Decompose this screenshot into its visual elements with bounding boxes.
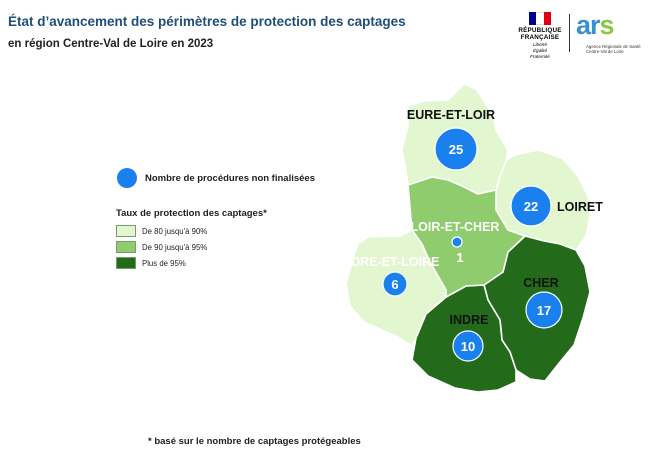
- label-cher: CHER: [523, 276, 558, 290]
- legend-marker-label: Nombre de procédures non finalisées: [145, 172, 315, 184]
- ars-subtitle-line2: Centre-Val de Loire: [586, 49, 624, 54]
- ars-subtitle: Agence Régionale de Santé Centre-Val de …: [586, 44, 641, 54]
- marker-cher: [525, 291, 563, 329]
- rf-name-line2: FRANÇAISE: [520, 34, 560, 41]
- legend-swatch: [116, 241, 136, 253]
- legend-swatch: [116, 257, 136, 269]
- rf-motto-1: Liberté: [532, 42, 548, 47]
- label-indre: INDRE: [450, 313, 489, 327]
- count-loir-et-cher: 1: [456, 250, 463, 265]
- ars-word-ar: ar: [576, 10, 601, 40]
- count-cher: 17: [537, 303, 551, 318]
- label-eure-et-loir: EURE-ET-LOIR: [407, 108, 495, 122]
- marker-indre-et-loire: [382, 271, 408, 297]
- count-indre: 10: [461, 339, 475, 354]
- footnote: * basé sur le nombre de captages protége…: [148, 436, 361, 447]
- dept-loir-et-cher[interactable]: [407, 176, 526, 298]
- legend-marker: Nombre de procédures non finalisées: [117, 168, 315, 188]
- republique-francaise-logo: RÉPUBLIQUE FRANÇAISE Liberté Égalité Fra…: [515, 12, 565, 60]
- ars-wordmark: ars: [576, 10, 615, 41]
- marker-indre: [452, 330, 484, 362]
- label-indre-et-loire: INDRE-ET-LOIRE: [339, 255, 440, 269]
- marker-loir-et-cher: [451, 236, 463, 248]
- ars-subtitle-line1: Agence Régionale de Santé: [586, 44, 641, 49]
- rf-motto-2: Égalité: [532, 48, 548, 54]
- legend-item-95-plus: Plus de 95%: [116, 255, 207, 271]
- legend-item-label: De 90 jusqu'à 95%: [142, 242, 208, 252]
- marker-loiret: [510, 185, 552, 227]
- blue-circle-icon: [117, 168, 137, 188]
- page-title: État d’avancement des périmètres de prot…: [8, 14, 406, 29]
- legend-item-label: De 80 jusqu'à 90%: [142, 226, 208, 236]
- label-loir-et-cher: LOIR-ET-CHER: [411, 220, 500, 234]
- page-subtitle: en région Centre-Val de Loire en 2023: [8, 38, 214, 50]
- label-loiret: LOIRET: [557, 200, 603, 214]
- legend-item-80-90: De 80 jusqu'à 90%: [116, 223, 207, 239]
- ars-word-s: s: [599, 10, 615, 40]
- legend-title: Taux de protection des captages*: [116, 208, 267, 219]
- count-eure-et-loir: 25: [449, 142, 463, 157]
- legend-item-90-95: De 90 jusqu'à 95%: [116, 239, 207, 255]
- ars-logo: ars Agence Régionale de Santé Centre-Val…: [576, 10, 641, 56]
- legend-item-label: Plus de 95%: [142, 258, 186, 268]
- marker-eure-et-loir: [434, 127, 478, 171]
- count-loiret: 22: [524, 199, 538, 214]
- rf-name-line1: RÉPUBLIQUE: [518, 27, 562, 34]
- logo-separator: [569, 14, 570, 52]
- rf-motto-3: Fraternité: [530, 54, 550, 60]
- legend-swatch: [116, 225, 136, 237]
- french-flag-icon: [529, 12, 551, 25]
- count-indre-et-loire: 6: [391, 277, 398, 292]
- legend-items: De 80 jusqu'à 90% De 90 jusqu'à 95% Plus…: [116, 223, 207, 271]
